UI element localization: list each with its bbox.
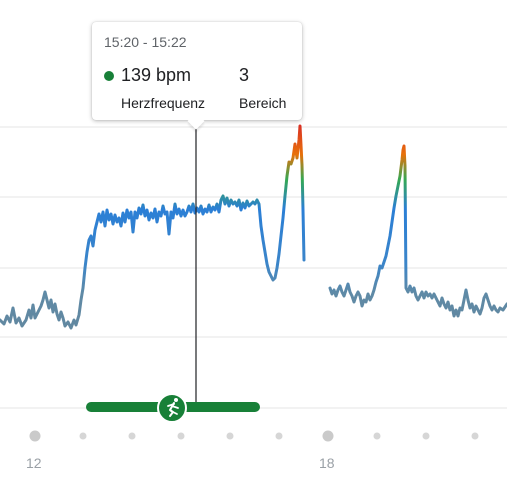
x-tick [226, 432, 234, 440]
data-tooltip: 15:20 - 15:22 139 bpm 3 Herzfrequenz Ber… [92, 22, 302, 130]
x-tick [422, 432, 430, 440]
heart-rate-series [0, 124, 507, 330]
tooltip-heart-rate-label: Herzfrequenz [121, 95, 206, 111]
tooltip-heart-rate-value: 139 bpm [121, 65, 192, 85]
tooltip-zone-label: Bereich [239, 95, 287, 111]
x-tick [79, 432, 87, 440]
x-tick-major [29, 430, 41, 442]
running-icon [167, 398, 179, 417]
x-tick [275, 432, 283, 440]
activity-marker[interactable] [157, 393, 187, 423]
heart-rate-dot-icon [104, 71, 114, 81]
tooltip-zone-value: 3 [239, 65, 250, 85]
series-segment-1 [0, 124, 306, 330]
x-axis-ticks [29, 430, 479, 442]
x-tick [177, 432, 185, 440]
x-tick [128, 432, 136, 440]
x-tick-label: 18 [319, 455, 335, 471]
gridlines [0, 126, 507, 409]
series-segment-2 [328, 144, 507, 318]
x-tick-major [322, 430, 334, 442]
tooltip-time-range: 15:20 - 15:22 [104, 34, 187, 50]
x-tick [373, 432, 381, 440]
x-tick [471, 432, 479, 440]
x-tick-label: 12 [26, 455, 42, 471]
